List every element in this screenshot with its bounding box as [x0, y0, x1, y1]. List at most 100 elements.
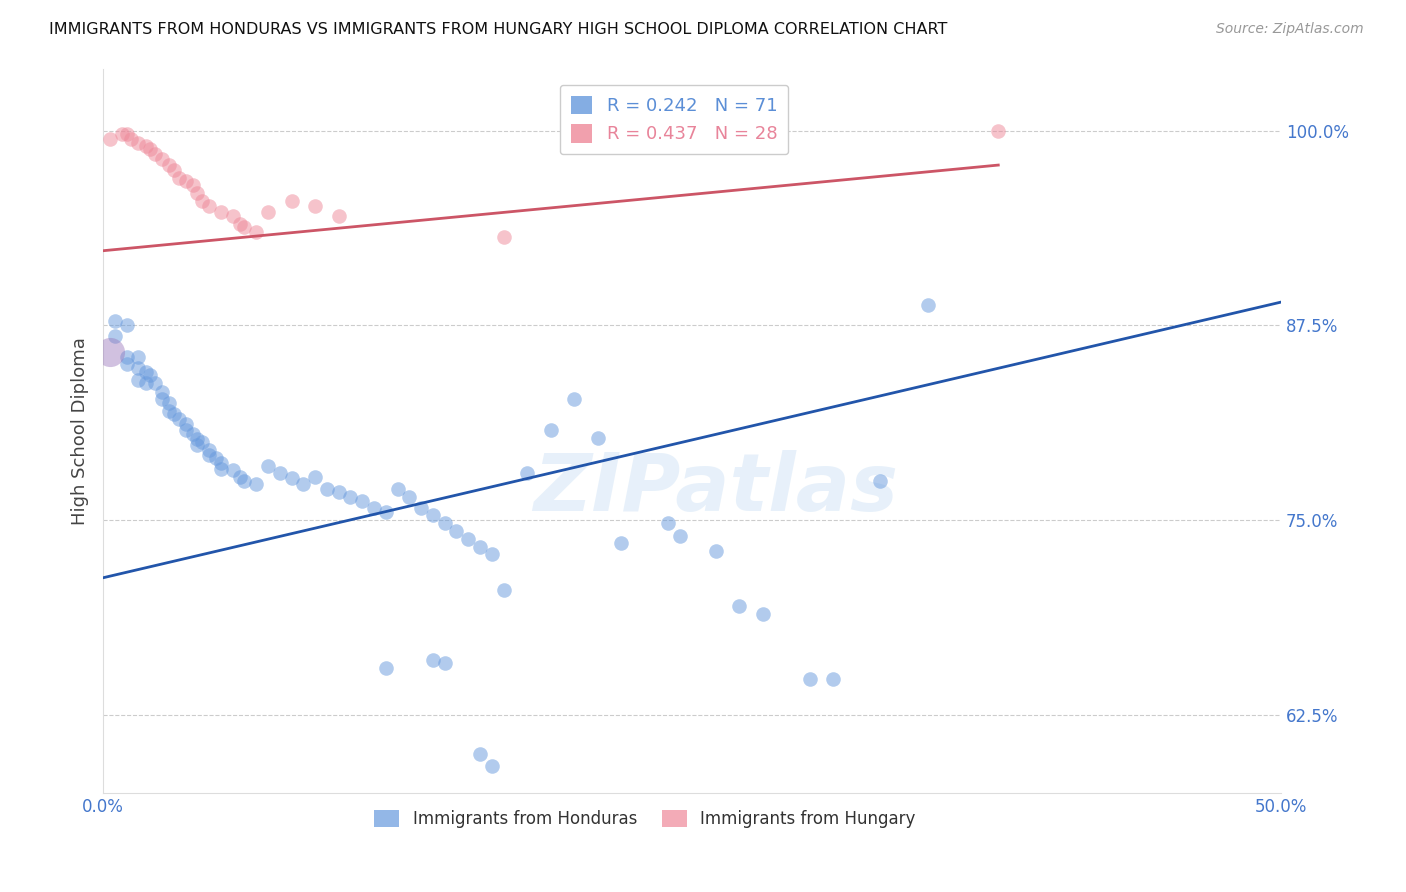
Point: [704, 544, 727, 558]
Point: [751, 607, 773, 621]
Point: [374, 661, 396, 675]
Point: [481, 759, 503, 773]
Point: [167, 170, 190, 185]
Point: [433, 516, 456, 531]
Point: [139, 143, 162, 157]
Point: [481, 548, 503, 562]
Point: [115, 358, 138, 372]
Point: [198, 443, 221, 458]
Point: [111, 127, 134, 141]
Point: [457, 532, 479, 546]
Point: [209, 461, 232, 475]
Point: [292, 477, 315, 491]
Point: [328, 485, 350, 500]
Point: [98, 131, 121, 145]
Point: [257, 458, 280, 473]
Point: [163, 162, 186, 177]
Point: [374, 505, 396, 519]
Point: [135, 139, 157, 153]
Point: [269, 467, 291, 481]
Text: Source: ZipAtlas.com: Source: ZipAtlas.com: [1216, 22, 1364, 37]
Point: [280, 471, 302, 485]
Point: [516, 467, 538, 481]
Point: [987, 124, 1010, 138]
Point: [257, 204, 280, 219]
Point: [221, 463, 243, 477]
Point: [205, 450, 228, 465]
Point: [352, 494, 374, 508]
Point: [411, 500, 433, 515]
Point: [143, 147, 166, 161]
Point: [328, 210, 350, 224]
Point: [280, 194, 302, 208]
Point: [245, 477, 267, 491]
Point: [917, 298, 939, 312]
Legend: Immigrants from Honduras, Immigrants from Hungary: Immigrants from Honduras, Immigrants fro…: [367, 804, 922, 835]
Point: [167, 412, 190, 426]
Point: [174, 423, 197, 437]
Point: [120, 131, 142, 145]
Point: [127, 373, 149, 387]
Point: [135, 376, 157, 390]
Point: [387, 482, 409, 496]
Point: [363, 500, 385, 515]
Text: ZIPatlas: ZIPatlas: [533, 450, 898, 527]
Point: [446, 524, 468, 538]
Point: [869, 474, 891, 488]
Point: [221, 210, 243, 224]
Point: [191, 194, 214, 208]
Point: [398, 490, 420, 504]
Point: [181, 427, 204, 442]
Point: [157, 396, 180, 410]
Point: [728, 599, 751, 613]
Point: [540, 423, 562, 437]
Point: [150, 385, 173, 400]
Point: [229, 469, 252, 483]
Point: [181, 178, 204, 193]
Point: [163, 407, 186, 421]
Point: [669, 529, 692, 543]
Point: [186, 438, 208, 452]
Point: [104, 314, 127, 328]
Point: [229, 217, 252, 231]
Point: [157, 404, 180, 418]
Point: [304, 469, 326, 483]
Point: [799, 672, 821, 686]
Point: [823, 672, 845, 686]
Point: [198, 198, 221, 212]
Point: [209, 204, 232, 219]
Point: [233, 474, 256, 488]
Point: [657, 516, 679, 531]
Point: [127, 136, 149, 151]
Point: [422, 508, 444, 523]
Point: [339, 490, 361, 504]
Point: [316, 482, 339, 496]
Point: [468, 747, 491, 761]
Point: [492, 583, 515, 598]
Y-axis label: High School Diploma: High School Diploma: [72, 336, 89, 524]
Point: [245, 225, 267, 239]
Point: [115, 127, 138, 141]
Point: [157, 158, 180, 172]
Point: [198, 448, 221, 462]
Point: [150, 152, 173, 166]
Point: [174, 417, 197, 431]
Point: [127, 360, 149, 375]
Point: [433, 657, 456, 671]
Point: [586, 431, 609, 445]
Point: [115, 350, 138, 364]
Point: [104, 329, 127, 343]
Point: [191, 435, 214, 450]
Point: [304, 198, 326, 212]
Point: [186, 186, 208, 200]
Text: IMMIGRANTS FROM HONDURAS VS IMMIGRANTS FROM HUNGARY HIGH SCHOOL DIPLOMA CORRELAT: IMMIGRANTS FROM HONDURAS VS IMMIGRANTS F…: [49, 22, 948, 37]
Point: [209, 456, 232, 470]
Point: [562, 392, 585, 406]
Point: [610, 536, 633, 550]
Point: [135, 365, 157, 379]
Point: [115, 318, 138, 333]
Point: [139, 368, 162, 383]
Point: [127, 350, 149, 364]
Point: [143, 376, 166, 390]
Point: [174, 174, 197, 188]
